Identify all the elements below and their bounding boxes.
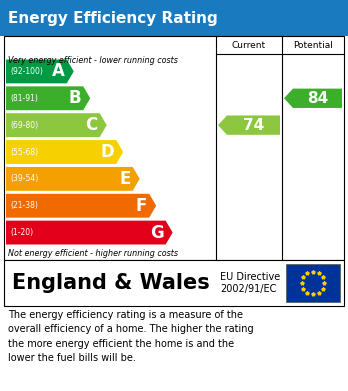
Bar <box>0 0 348 36</box>
Polygon shape <box>6 194 156 218</box>
Polygon shape <box>6 140 123 164</box>
Text: F: F <box>136 197 147 215</box>
Polygon shape <box>6 86 90 110</box>
Text: (69-80): (69-80) <box>10 121 38 130</box>
Text: A: A <box>52 63 65 81</box>
Bar <box>4 36 344 260</box>
Polygon shape <box>6 221 173 244</box>
Text: Potential: Potential <box>293 41 333 50</box>
Text: England & Wales: England & Wales <box>12 273 210 293</box>
Text: 84: 84 <box>307 91 328 106</box>
Text: (21-38): (21-38) <box>10 201 38 210</box>
Polygon shape <box>218 115 280 135</box>
Bar <box>4 260 344 306</box>
Text: 74: 74 <box>243 118 264 133</box>
Text: G: G <box>150 224 164 242</box>
Text: Very energy efficient - lower running costs: Very energy efficient - lower running co… <box>8 56 178 65</box>
Text: (55-68): (55-68) <box>10 147 38 156</box>
Text: E: E <box>119 170 131 188</box>
Polygon shape <box>284 89 342 108</box>
Text: The energy efficiency rating is a measure of the
overall efficiency of a home. T: The energy efficiency rating is a measur… <box>8 310 254 363</box>
Text: Not energy efficient - higher running costs: Not energy efficient - higher running co… <box>8 249 178 258</box>
Polygon shape <box>6 113 107 137</box>
Text: (39-54): (39-54) <box>10 174 38 183</box>
Polygon shape <box>6 167 140 191</box>
Polygon shape <box>6 59 74 83</box>
Text: (81-91): (81-91) <box>10 94 38 103</box>
Text: D: D <box>101 143 114 161</box>
Text: Current: Current <box>232 41 266 50</box>
Bar <box>286 264 340 302</box>
Text: EU Directive
2002/91/EC: EU Directive 2002/91/EC <box>220 272 280 294</box>
Text: B: B <box>69 89 81 107</box>
Text: C: C <box>86 116 98 134</box>
Text: (1-20): (1-20) <box>10 228 33 237</box>
Text: Energy Efficiency Rating: Energy Efficiency Rating <box>8 11 218 25</box>
Text: (92-100): (92-100) <box>10 67 43 76</box>
